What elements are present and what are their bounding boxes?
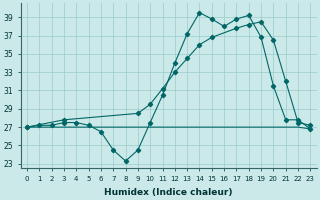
X-axis label: Humidex (Indice chaleur): Humidex (Indice chaleur): [104, 188, 233, 197]
